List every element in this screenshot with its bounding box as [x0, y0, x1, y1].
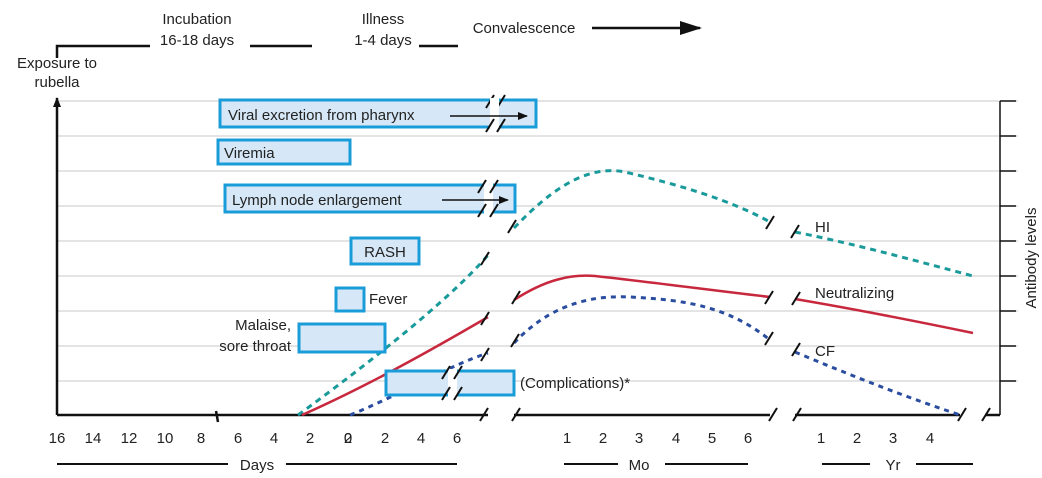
cf-curve: [349, 295, 961, 417]
fever-label: Fever: [369, 291, 407, 308]
tick-label-zero: 0: [344, 430, 352, 447]
viral-excretion-bar: Viral excretion from pharynx: [218, 94, 538, 133]
top-timeline: Incubation 16-18 days Illness 1-4 days C…: [17, 11, 702, 91]
viremia-bar: Viremia: [216, 138, 352, 166]
days-label: Days: [240, 457, 274, 474]
tick-label: 6: [744, 430, 752, 447]
tick-label: 10: [157, 430, 174, 447]
malaise-label-2: sore throat: [219, 338, 292, 355]
tick-label: 2: [306, 430, 314, 447]
lymph-node-label: Lymph node enlargement: [232, 192, 402, 209]
tick-label: 5: [708, 430, 716, 447]
tick-label: 3: [635, 430, 643, 447]
illness-label: Illness: [362, 11, 405, 28]
y-axis-label: Antibody levels: [1023, 208, 1040, 309]
tick-label: 3: [889, 430, 897, 447]
exposure-label: Exposure to: [17, 55, 97, 72]
year-ticks: 1 2 3 4: [817, 430, 934, 447]
tick-label: 4: [926, 430, 934, 447]
lymph-node-bar: Lymph node enlargement: [223, 179, 517, 218]
incubation-label: Incubation: [162, 11, 231, 28]
complications-bar: (Complications)*: [384, 365, 630, 401]
hi-curve: [297, 169, 974, 417]
fever-bar: Fever: [334, 286, 407, 313]
timeline-start-line: [55, 44, 150, 58]
malaise-label: Malaise,: [235, 317, 291, 334]
tick-label: 2: [853, 430, 861, 447]
tick-label: 2: [381, 430, 389, 447]
tick-label: 1: [563, 430, 571, 447]
hi-curve-breaks: [480, 215, 800, 266]
gridlines: [57, 100, 1018, 382]
viremia-label: Viremia: [224, 145, 275, 162]
x-axis: [57, 407, 1000, 423]
tick-label: 8: [197, 430, 205, 447]
tick-label: 12: [121, 430, 138, 447]
days-ticks: 16 14 12 10 8 6 4 2 2 0 2 4 6: [49, 430, 462, 447]
tick-label: 2: [599, 430, 607, 447]
neutralizing-label: Neutralizing: [815, 285, 894, 302]
hi-label: HI: [815, 219, 830, 236]
neutralizing-curve: [301, 274, 974, 417]
months-label: Mo: [629, 457, 650, 474]
tick-label: 2: [344, 430, 352, 447]
tick-label: 1: [817, 430, 825, 447]
exposure-label-2: rubella: [34, 74, 80, 91]
viral-excretion-label: Viral excretion from pharynx: [228, 107, 415, 124]
tick-label: 6: [234, 430, 242, 447]
tick-label: 6: [453, 430, 461, 447]
years-label: Yr: [886, 457, 901, 474]
complications-label: (Complications)*: [520, 375, 630, 392]
convalescence-label: Convalescence: [473, 20, 576, 37]
cf-label: CF: [815, 343, 835, 360]
malaise-bar: Malaise, sore throat: [219, 317, 387, 355]
tick-label: 4: [672, 430, 680, 447]
month-ticks: 1 2 3 4 5 6: [563, 430, 752, 447]
rash-bar: RASH: [349, 236, 421, 266]
tick-label: 4: [417, 430, 425, 447]
rash-label: RASH: [364, 244, 406, 261]
tick-label: 14: [85, 430, 102, 447]
neutralizing-curve-breaks: [480, 290, 801, 326]
unit-labels: Days Mo Yr: [57, 457, 973, 474]
incubation-duration: 16-18 days: [160, 32, 234, 49]
tick-label: 16: [49, 430, 66, 447]
cf-curve-breaks: [480, 331, 801, 362]
illness-duration: 1-4 days: [354, 32, 412, 49]
tick-label: 4: [270, 430, 278, 447]
right-axis: [999, 100, 1016, 415]
